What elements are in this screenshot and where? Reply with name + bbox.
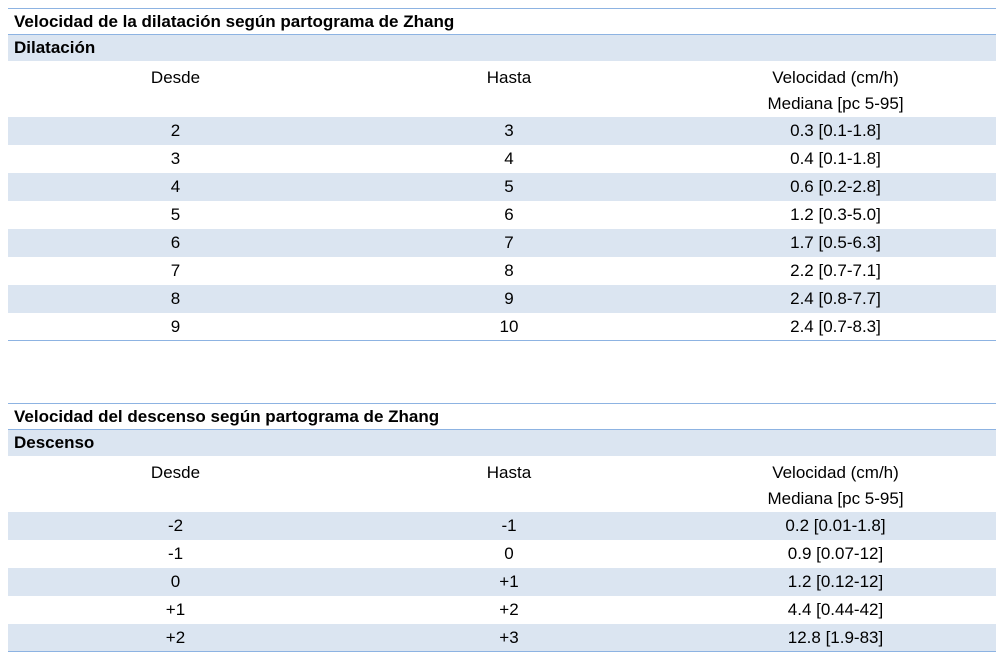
- cell-to: 8: [504, 261, 514, 280]
- cell-speed: 0.4 [0.1-1.8]: [790, 149, 881, 168]
- cell-to: +3: [343, 624, 675, 651]
- cell-from: 2: [8, 117, 343, 145]
- cell-from: +2: [8, 624, 343, 651]
- descent-table: Velocidad del descenso según partograma …: [8, 403, 996, 652]
- cell-to: +1: [343, 568, 675, 596]
- cell-from: -2: [8, 512, 343, 540]
- cell-speed: 4.4 [0.44-42]: [787, 600, 884, 619]
- cell-to: 9: [343, 285, 675, 313]
- table-body: 2 3 0.3 [0.1-1.8] 3 4 0.4 [0.1-1.8] 4 5 0.6 [0.2…: [8, 117, 996, 341]
- header-speed: Velocidad (cm/h) Mediana [pc 5-95]: [675, 61, 996, 117]
- header-from-label: Desde: [150, 463, 201, 482]
- table-row: 8 9 2.4 [0.8-7.7]: [8, 285, 996, 313]
- cell-to: 3: [343, 117, 675, 145]
- header-speed-line1: Velocidad (cm/h): [772, 68, 899, 87]
- table-row: +2 +3 12.8 [1.9-83]: [8, 624, 996, 652]
- header-to-label: Hasta: [486, 68, 532, 87]
- cell-speed: 0.3 [0.1-1.8]: [675, 117, 996, 145]
- header-speed-line1: Velocidad (cm/h): [772, 463, 899, 482]
- section-header: Descenso: [8, 430, 996, 456]
- cell-to: 7: [343, 229, 675, 257]
- table-body: -2 -1 0.2 [0.01-1.8] -1 0 0.9 [0.07-12] 0 +1 1.2…: [8, 512, 996, 652]
- table-title: Velocidad de la dilatación según partogr…: [8, 8, 996, 35]
- cell-to: 10: [499, 316, 519, 336]
- section-header: Dilatación: [8, 35, 996, 61]
- section-label: Dilatación: [14, 38, 96, 57]
- cell-to: 6: [504, 205, 514, 224]
- cell-speed: 2.4 [0.7-8.3]: [790, 316, 881, 336]
- header-speed-line2: Mediana [pc 5-95]: [767, 94, 904, 113]
- cell-speed: 2.2 [0.7-7.1]: [790, 261, 881, 280]
- header-from: Desde: [8, 61, 343, 117]
- header-to: Hasta: [343, 456, 675, 512]
- table-row: 3 4 0.4 [0.1-1.8]: [8, 145, 996, 173]
- column-header-row: Desde Hasta Velocidad (cm/h) Mediana [pc…: [8, 61, 996, 117]
- section-label: Descenso: [14, 433, 95, 452]
- table-row: -1 0 0.9 [0.07-12]: [8, 540, 996, 568]
- header-to: Hasta: [343, 61, 675, 117]
- cell-from: 8: [8, 285, 343, 313]
- cell-speed: 0.9 [0.07-12]: [787, 544, 884, 563]
- cell-to: +2: [499, 600, 519, 619]
- table-row: 7 8 2.2 [0.7-7.1]: [8, 257, 996, 285]
- table-title-text: Velocidad de la dilatación según partogr…: [14, 11, 455, 31]
- table-title-text: Velocidad del descenso según partograma …: [14, 406, 440, 426]
- table-title: Velocidad del descenso según partograma …: [8, 403, 996, 430]
- cell-to: 5: [343, 173, 675, 201]
- header-speed: Velocidad (cm/h) Mediana [pc 5-95]: [675, 456, 996, 512]
- cell-from: 3: [170, 149, 181, 168]
- cell-to: 4: [504, 149, 514, 168]
- cell-speed: 0.6 [0.2-2.8]: [675, 173, 996, 201]
- table-row: 5 6 1.2 [0.3-5.0]: [8, 201, 996, 229]
- cell-from: +1: [165, 600, 186, 619]
- header-to-label: Hasta: [486, 463, 532, 482]
- cell-to: 0: [504, 544, 514, 563]
- table-row: +1 +2 4.4 [0.44-42]: [8, 596, 996, 624]
- cell-speed: 12.8 [1.9-83]: [675, 624, 996, 651]
- cell-from: 7: [170, 261, 181, 280]
- header-from: Desde: [8, 456, 343, 512]
- cell-speed: 2.4 [0.8-7.7]: [675, 285, 996, 313]
- cell-from: -1: [167, 544, 184, 563]
- cell-from: 5: [170, 205, 181, 224]
- table-row: 9 10 2.4 [0.7-8.3]: [8, 313, 996, 341]
- table-row: -2 -1 0.2 [0.01-1.8]: [8, 512, 996, 540]
- cell-speed: 0.2 [0.01-1.8]: [675, 512, 996, 540]
- table-row: 4 5 0.6 [0.2-2.8]: [8, 173, 996, 201]
- cell-from: 0: [8, 568, 343, 596]
- table-row: 2 3 0.3 [0.1-1.8]: [8, 117, 996, 145]
- header-from-label: Desde: [150, 68, 201, 87]
- cell-speed: 1.7 [0.5-6.3]: [675, 229, 996, 257]
- column-header-row: Desde Hasta Velocidad (cm/h) Mediana [pc…: [8, 456, 996, 512]
- cell-from: 6: [8, 229, 343, 257]
- table-row: 6 7 1.7 [0.5-6.3]: [8, 229, 996, 257]
- cell-to: -1: [343, 512, 675, 540]
- table-row: 0 +1 1.2 [0.12-12]: [8, 568, 996, 596]
- dilatation-table: Velocidad de la dilatación según partogr…: [8, 8, 996, 341]
- header-speed-line2: Mediana [pc 5-95]: [767, 489, 904, 508]
- cell-speed: 1.2 [0.12-12]: [675, 568, 996, 596]
- cell-from: 9: [170, 316, 181, 336]
- cell-from: 4: [8, 173, 343, 201]
- cell-speed: 1.2 [0.3-5.0]: [790, 205, 881, 224]
